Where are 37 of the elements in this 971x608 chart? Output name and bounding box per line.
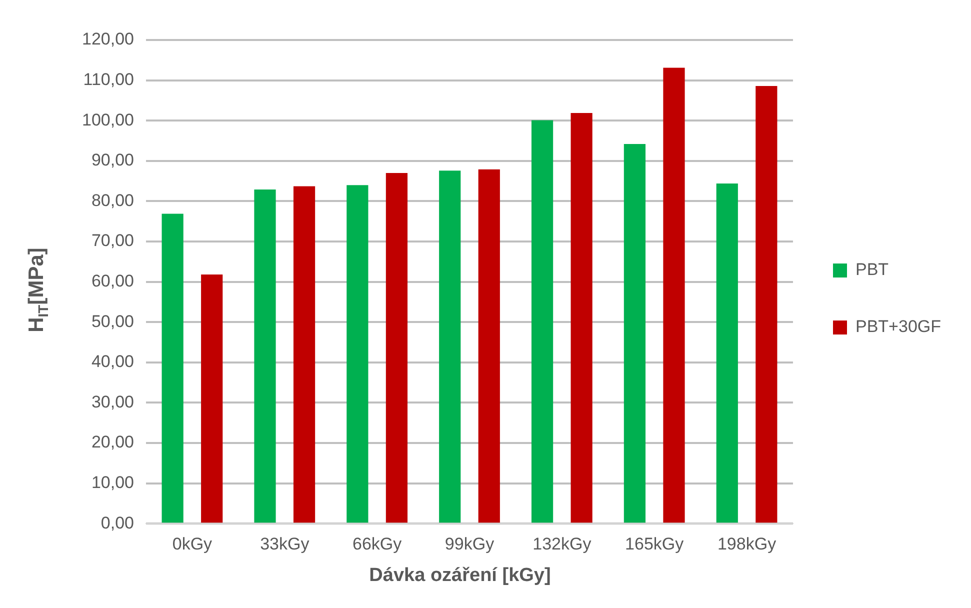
x-tick-label: 33kGy: [260, 534, 310, 554]
x-tick-label: 132kGy: [532, 534, 592, 554]
bar: [478, 169, 500, 523]
x-tick-label: 99kGy: [444, 534, 495, 554]
bar: [162, 214, 184, 523]
y-tick-label: 60,00: [91, 271, 134, 290]
legend-label: PBT: [855, 260, 889, 280]
x-tick-label: 0kGy: [172, 534, 213, 554]
y-tick-label: 80,00: [91, 190, 134, 210]
bar: [531, 120, 554, 523]
bar: [293, 186, 316, 523]
bar: [570, 112, 592, 523]
y-tick-label: 110,00: [83, 70, 134, 89]
y-tick-label: 10,00: [91, 472, 134, 492]
bar: [386, 172, 408, 523]
bar: [346, 185, 368, 523]
bar: [254, 190, 276, 523]
bar: [439, 170, 461, 523]
x-tick-label: 198kGy: [717, 534, 777, 554]
legend-label: PBT+30GF: [855, 317, 942, 336]
y-tick-label: 120,00: [82, 30, 134, 49]
y-tick-label: 50,00: [91, 312, 134, 331]
y-tick-label: 70,00: [91, 231, 134, 250]
bar: [201, 274, 223, 523]
bar: [624, 144, 646, 523]
bar: [756, 86, 778, 523]
y-tick-label: 90,00: [91, 150, 134, 170]
y-tick-label: 20,00: [91, 432, 134, 452]
y-tick-label: 0,00: [100, 513, 134, 532]
y-tick-label: 40,00: [91, 352, 134, 372]
bar: [663, 68, 685, 523]
x-axis-title: Dávka ozáření [kGy]: [368, 565, 552, 587]
x-tick-label: 66kGy: [352, 534, 402, 554]
x-tick-label: 165kGy: [625, 534, 684, 554]
y-tick-label: 30,00: [91, 392, 134, 412]
y-tick-label: 100,00: [82, 110, 134, 130]
bar: [716, 183, 738, 523]
